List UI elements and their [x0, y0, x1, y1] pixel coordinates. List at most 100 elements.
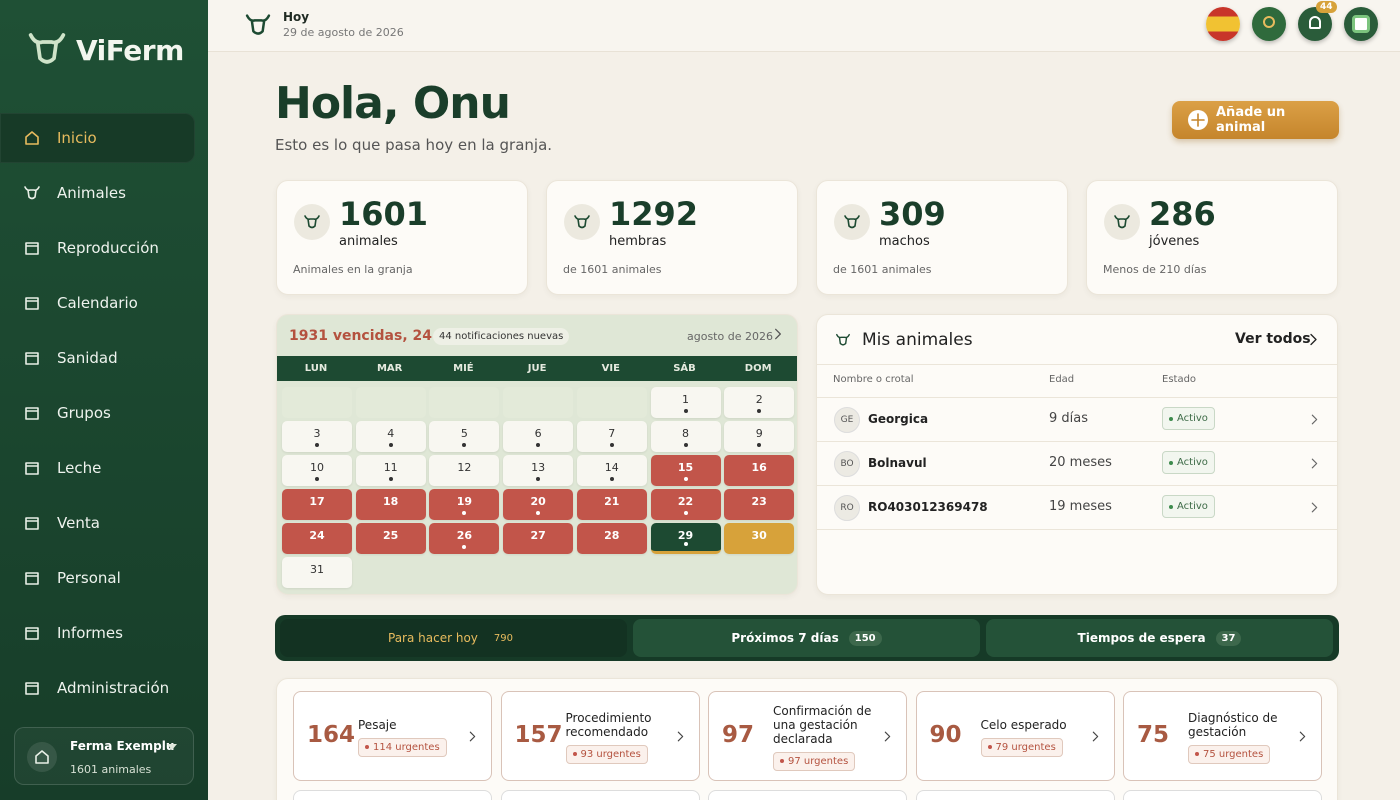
language-button[interactable]: [1206, 7, 1240, 41]
nav-item[interactable]: Reproducción: [0, 223, 195, 273]
nav-item[interactable]: Sanidad: [0, 333, 195, 383]
animals-card: Mis animales Ver todos Nombre o crotal Edad…: [816, 314, 1338, 595]
next-month[interactable]: [771, 327, 785, 341]
task-card[interactable]: 164 Pesaje 114 urgentes: [293, 691, 492, 781]
day-cell[interactable]: 28: [576, 523, 647, 554]
nav-item[interactable]: Venta: [0, 498, 195, 548]
day-cell[interactable]: 14: [576, 455, 647, 486]
help-button[interactable]: [1252, 7, 1286, 41]
day-cell[interactable]: 5: [429, 421, 500, 452]
stat-value: 1601: [339, 195, 429, 233]
task-card[interactable]: 157 Procedimiento recomendado 93 urgentes: [500, 691, 700, 781]
add-animal-button[interactable]: Añade un animal: [1172, 101, 1339, 139]
farm-switcher[interactable]: Ferma Exemplu 1601 animales: [14, 727, 194, 785]
day-cell[interactable]: 4: [355, 421, 426, 452]
topbar: Hoy 29 de agosto de 2026 44: [208, 0, 1400, 52]
tab[interactable]: Próximos 7 días 150: [633, 619, 980, 657]
day-cell[interactable]: 7: [576, 421, 647, 452]
task-card[interactable]: 97 Confirmación de una gestación declarad…: [708, 691, 907, 781]
day-cell[interactable]: 11: [355, 455, 426, 486]
icon-shape: [1311, 414, 1318, 425]
nav-label: Leche: [57, 459, 102, 477]
day-number: 4: [387, 427, 395, 440]
animal-row[interactable]: BO Bolnavul 20 meses Activo: [817, 442, 1337, 486]
notifications-button[interactable]: 44: [1298, 1, 1337, 41]
tab-count: 37: [1215, 630, 1242, 646]
icon-shape: [24, 186, 40, 200]
day-cell[interactable]: 22: [650, 489, 721, 520]
day-cell[interactable]: 3: [282, 421, 352, 452]
row-chevron: [1311, 502, 1318, 513]
day-cell[interactable]: 9: [724, 421, 795, 452]
day-cell[interactable]: 19: [429, 489, 500, 520]
icon-shape: [1191, 113, 1205, 127]
animal-name: Bolnavul: [868, 456, 927, 470]
nav-item[interactable]: Leche: [0, 443, 195, 493]
row-chevron: [1311, 458, 1318, 469]
day-cell[interactable]: 18: [355, 489, 426, 520]
animals-title: Mis animales: [862, 330, 973, 350]
task-card[interactable]: 90 Celo esperado 79 urgentes: [915, 691, 1115, 781]
day-cell[interactable]: 16: [724, 455, 795, 486]
day-cell[interactable]: 12: [429, 455, 500, 486]
icon-shape: [25, 297, 39, 310]
task-urgent: 93 urgentes: [565, 744, 648, 764]
icon-shape: [25, 242, 39, 255]
nav-label: Venta: [57, 514, 100, 532]
day-cell[interactable]: 31: [282, 557, 352, 588]
day-cell[interactable]: 15: [650, 455, 721, 486]
apps-button[interactable]: [1344, 7, 1378, 41]
nav-item[interactable]: Personal: [0, 553, 195, 603]
nav-icon: [25, 242, 39, 255]
event-dot: [683, 409, 688, 413]
animal-row[interactable]: GE Georgica 9 días Activo: [817, 398, 1337, 442]
nav-item[interactable]: Administración: [0, 663, 195, 713]
nav-item[interactable]: Grupos: [0, 388, 195, 438]
task-chevron: [884, 731, 891, 742]
day-cell[interactable]: 1: [650, 387, 721, 418]
nav-item[interactable]: Informes: [0, 608, 195, 658]
day-cell[interactable]: 23: [724, 489, 795, 520]
tab[interactable]: Para hacer hoy 790: [280, 619, 627, 657]
icon-shape: [25, 517, 39, 530]
weekday: MAR: [376, 363, 403, 374]
day-cell[interactable]: 29: [650, 523, 721, 554]
task-card[interactable]: 75 Diagnóstico de gestación 75 urgentes: [1123, 691, 1322, 781]
day-cell[interactable]: 20: [503, 489, 574, 520]
animal-age: 20 meses: [1049, 455, 1112, 470]
nav-icon: [25, 517, 39, 530]
day-cell[interactable]: 21: [576, 489, 647, 520]
day-cell[interactable]: 8: [650, 421, 721, 452]
subtitle: Esto es lo que pasa hoy en la granja.: [275, 136, 553, 154]
day-cell[interactable]: 2: [724, 387, 795, 418]
nav-icon: [25, 131, 39, 145]
day-cell[interactable]: 24: [282, 523, 352, 554]
day-cell[interactable]: 10: [282, 455, 352, 486]
notification-count: 44: [1316, 1, 1337, 13]
nav-item[interactable]: Calendario: [0, 278, 195, 328]
icon-shape: [677, 731, 683, 742]
event-dot: [536, 511, 541, 515]
task-chevron: [677, 731, 683, 742]
empty-cell: [355, 387, 426, 418]
day-cell[interactable]: 26: [429, 523, 500, 554]
day-cell[interactable]: 30: [724, 523, 795, 554]
stat-icon: [294, 204, 330, 240]
day-cell[interactable]: 27: [503, 523, 574, 554]
nav-icon: [25, 407, 39, 420]
day-cell[interactable]: 17: [282, 489, 352, 520]
see-all[interactable]: Ver todos: [1235, 331, 1311, 347]
next-card-outline: [293, 790, 492, 800]
tab[interactable]: Tiempos de espera 37: [986, 619, 1333, 657]
event-dot: [462, 545, 467, 549]
stat-glyph: [1114, 215, 1130, 229]
icon-shape: [884, 731, 891, 742]
day-cell[interactable]: 13: [503, 455, 574, 486]
stat-note: Menos de 210 días: [1103, 263, 1207, 276]
day-cell[interactable]: 6: [503, 421, 574, 452]
nav-item[interactable]: Animales: [0, 168, 195, 218]
animal-row[interactable]: RO RO403012369478 19 meses Activo: [817, 486, 1337, 530]
weekday: LUN: [304, 363, 328, 374]
nav-item[interactable]: Inicio: [0, 113, 195, 163]
day-cell[interactable]: 25: [355, 523, 426, 554]
